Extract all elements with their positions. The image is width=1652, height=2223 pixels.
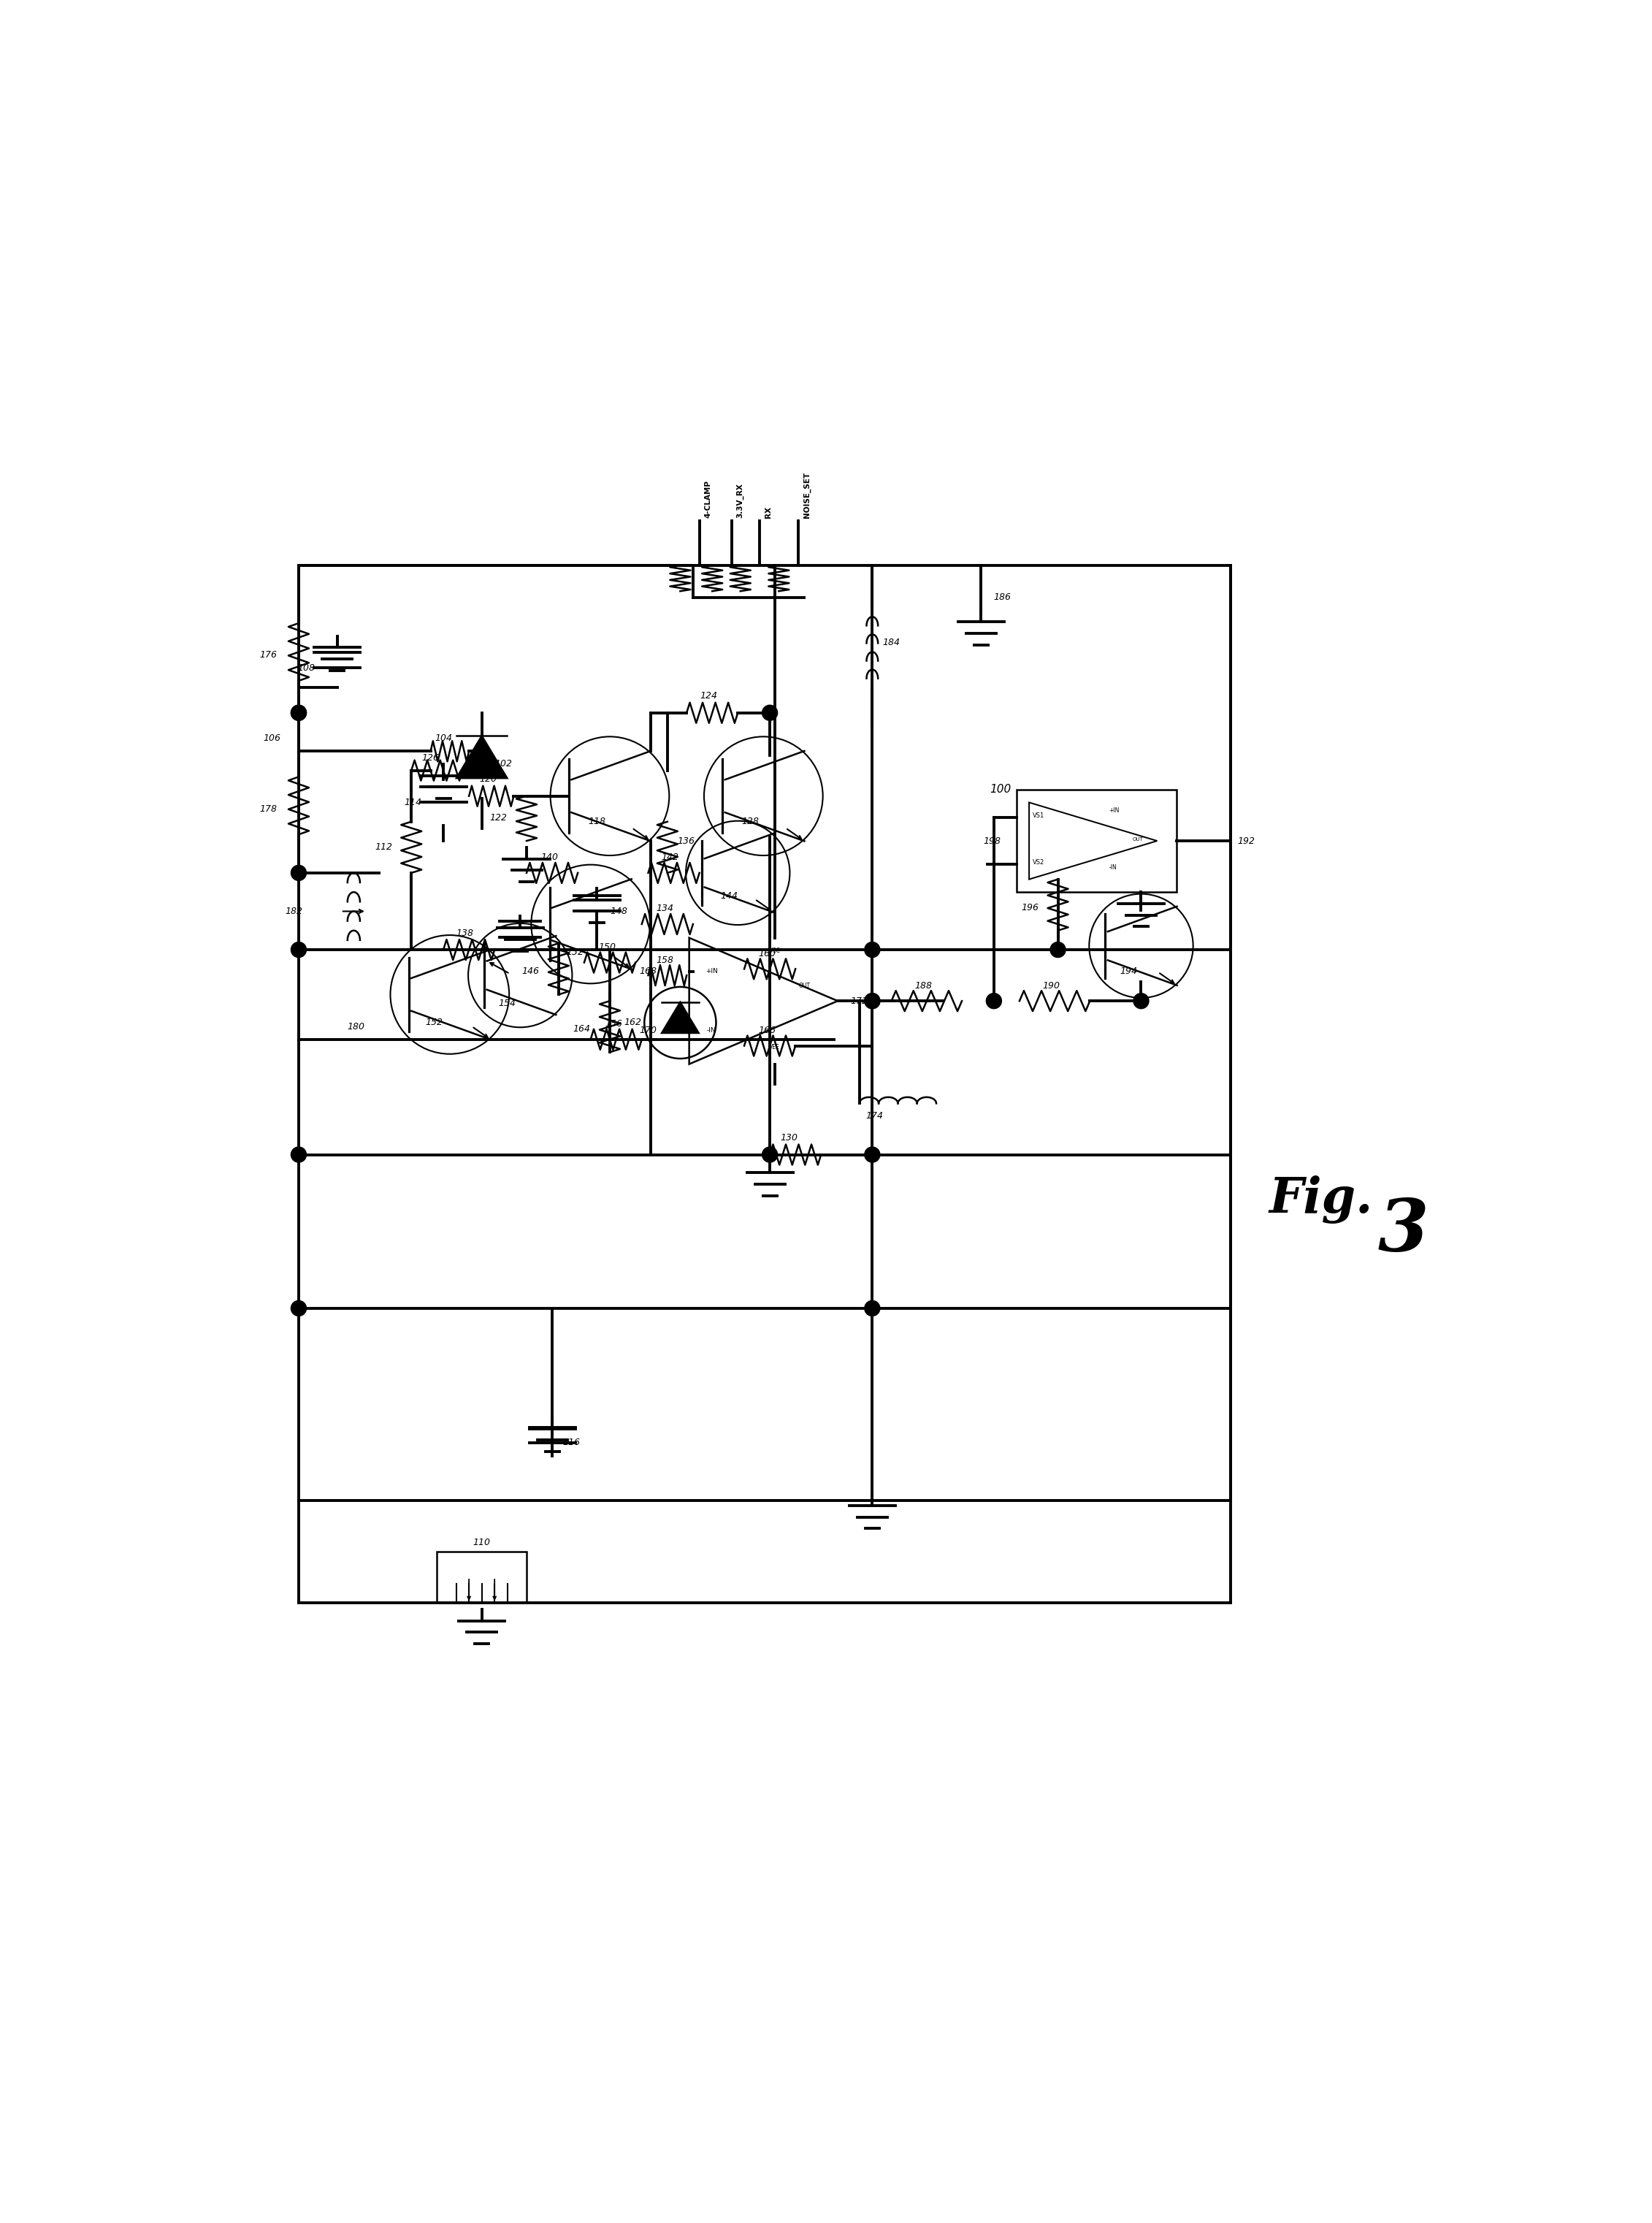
Text: VS1: VS1	[1032, 814, 1044, 820]
Circle shape	[291, 1300, 306, 1316]
Text: 124: 124	[699, 691, 717, 700]
Text: 192: 192	[1237, 836, 1254, 845]
Text: +IN: +IN	[705, 967, 717, 974]
Text: 144: 144	[720, 891, 738, 900]
Circle shape	[291, 1147, 306, 1163]
Text: 4-CLAMP: 4-CLAMP	[704, 480, 712, 518]
Text: 128: 128	[742, 816, 760, 827]
Text: -IN: -IN	[1108, 865, 1117, 871]
Text: OUT: OUT	[798, 983, 809, 989]
Text: 130: 130	[780, 1134, 798, 1143]
Text: 146: 146	[522, 967, 539, 976]
Circle shape	[1133, 994, 1148, 1009]
Text: RX: RX	[765, 507, 771, 518]
Text: 172: 172	[851, 996, 867, 1005]
Text: 140: 140	[540, 854, 558, 863]
Text: 190: 190	[1042, 980, 1061, 989]
Text: Fig.: Fig.	[1269, 1176, 1373, 1223]
Text: 100: 100	[990, 785, 1011, 796]
Bar	[436, 1552, 527, 1603]
Text: 138: 138	[456, 929, 474, 938]
Text: VS2: VS2	[1032, 858, 1044, 865]
Text: 166: 166	[758, 1025, 776, 1036]
Text: 142: 142	[661, 854, 679, 863]
Text: 3: 3	[1378, 1196, 1429, 1267]
Text: +IN: +IN	[1108, 807, 1120, 814]
Text: VEE: VEE	[770, 1045, 780, 1051]
Text: 174: 174	[866, 1112, 884, 1120]
Text: 194: 194	[1120, 967, 1137, 976]
Text: 108: 108	[297, 662, 316, 674]
Circle shape	[864, 1147, 881, 1163]
Text: 180: 180	[347, 1023, 365, 1031]
Circle shape	[986, 994, 1001, 1009]
Circle shape	[864, 994, 881, 1009]
Text: 182: 182	[286, 907, 302, 916]
Circle shape	[291, 865, 306, 880]
Text: 152: 152	[426, 1018, 443, 1027]
Text: 150: 150	[598, 943, 616, 951]
Text: 168: 168	[639, 967, 657, 976]
Text: OUT: OUT	[1133, 838, 1143, 843]
Text: 134: 134	[656, 905, 674, 914]
Text: 188: 188	[915, 980, 932, 989]
Text: 132: 132	[567, 947, 585, 958]
Text: 118: 118	[588, 816, 606, 827]
Text: VCC: VCC	[768, 947, 780, 954]
Text: 112: 112	[375, 843, 392, 851]
Polygon shape	[456, 736, 507, 778]
Text: 176: 176	[259, 651, 278, 660]
Text: 158: 158	[656, 956, 674, 965]
Circle shape	[864, 994, 881, 1009]
Text: 156: 156	[605, 1020, 623, 1029]
Text: 196: 196	[1021, 903, 1039, 911]
Text: 162: 162	[624, 1018, 641, 1027]
Text: 114: 114	[405, 798, 421, 807]
Circle shape	[291, 705, 306, 720]
Text: 104: 104	[434, 734, 453, 742]
Text: 160: 160	[758, 949, 776, 958]
Circle shape	[291, 943, 306, 958]
Text: 178: 178	[259, 805, 278, 814]
Text: 154: 154	[499, 998, 515, 1009]
Circle shape	[1051, 943, 1066, 958]
Text: 164: 164	[573, 1025, 591, 1034]
Circle shape	[864, 943, 881, 958]
Text: 122: 122	[491, 814, 507, 823]
Circle shape	[762, 1147, 778, 1163]
Text: -IN: -IN	[707, 1027, 715, 1034]
Text: 120: 120	[479, 774, 497, 785]
Text: 184: 184	[882, 638, 900, 647]
Text: 102: 102	[494, 760, 512, 769]
Circle shape	[291, 705, 306, 720]
Text: 126: 126	[421, 754, 439, 762]
Text: 170: 170	[639, 1027, 657, 1036]
Circle shape	[762, 705, 778, 720]
Text: 198: 198	[983, 836, 1001, 845]
Text: 3.3V_RX: 3.3V_RX	[737, 482, 743, 518]
Text: 186: 186	[995, 594, 1011, 602]
Bar	[1016, 789, 1176, 891]
Text: 148: 148	[610, 907, 628, 916]
Polygon shape	[662, 1003, 699, 1034]
Text: 110: 110	[472, 1538, 491, 1547]
Text: 116: 116	[562, 1438, 580, 1447]
Text: 106: 106	[263, 734, 281, 742]
Text: 136: 136	[677, 836, 695, 845]
Text: NOISE_SET: NOISE_SET	[803, 471, 811, 518]
Circle shape	[864, 1300, 881, 1316]
